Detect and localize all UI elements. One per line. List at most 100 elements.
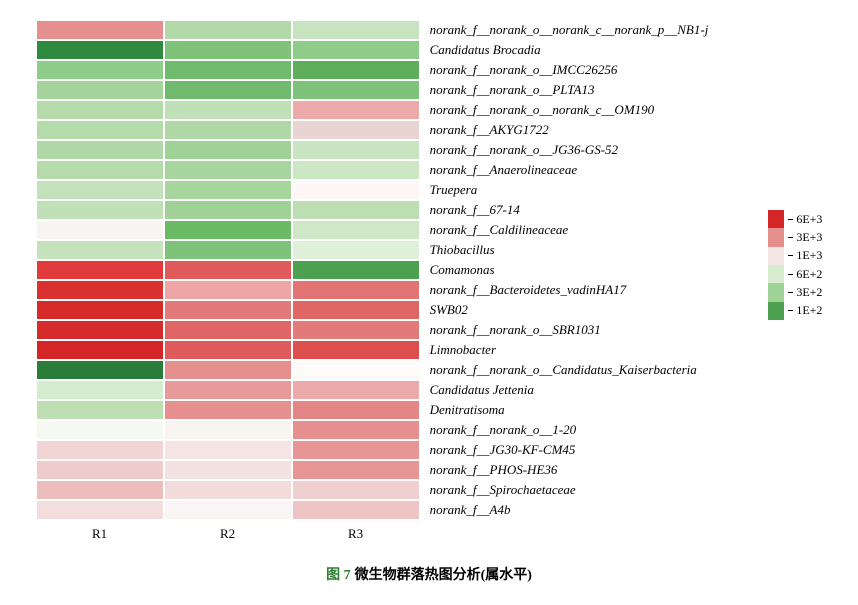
heatmap-cell [36,300,164,320]
x-axis: R1R2R3 [36,526,420,542]
heatmap-cell [36,440,164,460]
heatmap-row [36,500,420,520]
heatmap-cell [164,40,292,60]
heatmap-cell [36,180,164,200]
heatmap-row [36,300,420,320]
heatmap-cell [164,320,292,340]
heatmap-cell [292,500,420,520]
heatmap-cell [164,360,292,380]
heatmap-cell [36,260,164,280]
row-label: norank_f__A4b [430,500,709,520]
heatmap-cell [292,100,420,120]
row-label: norank_f__Caldilineaceae [430,220,709,240]
legend-color-stop [768,302,784,320]
heatmap-cell [292,180,420,200]
heatmap-row [36,60,420,80]
heatmap-row [36,80,420,100]
x-axis-label: R2 [164,526,292,542]
heatmap-row [36,20,420,40]
heatmap-row [36,40,420,60]
heatmap-cell [36,160,164,180]
heatmap-cell [292,160,420,180]
heatmap-row [36,260,420,280]
heatmap-cell [36,140,164,160]
heatmap-cell [292,80,420,100]
heatmap-cell [164,260,292,280]
heatmap-cell [164,380,292,400]
heatmap-row [36,480,420,500]
row-label: norank_f__norank_o__JG36-GS-52 [430,140,709,160]
row-label: Candidatus Brocadia [430,40,709,60]
figure-caption: 图 7 微生物群落热图分析(属水平) [326,564,532,584]
row-label: norank_f__norank_o__norank_c__OM190 [430,100,709,120]
row-label: norank_f__norank_o__IMCC26256 [430,60,709,80]
legend-tick-label: 1E+3 [788,247,822,265]
heatmap-cell [164,80,292,100]
heatmap-cell [292,280,420,300]
heatmap-cell [292,440,420,460]
heatmap-cell [36,280,164,300]
x-axis-label: R1 [36,526,164,542]
row-label: norank_f__67-14 [430,200,709,220]
heatmap-cell [36,380,164,400]
color-legend: 6E+33E+31E+36E+23E+21E+2 [768,210,822,320]
row-label: Limnobacter [430,340,709,360]
heatmap-cell [292,240,420,260]
heatmap-cell [164,340,292,360]
heatmap-cell [164,400,292,420]
legend-tick-label: 1E+2 [788,302,822,320]
legend-color-stop [768,247,784,265]
heatmap-cell [164,140,292,160]
row-label: norank_f__Bacteroidetes_vadinHA17 [430,280,709,300]
row-label: norank_f__norank_o__SBR1031 [430,320,709,340]
heatmap-row [36,220,420,240]
heatmap-row [36,320,420,340]
heatmap-cell [36,100,164,120]
heatmap-cell [292,380,420,400]
heatmap-cell [164,480,292,500]
legend-color-stop [768,265,784,283]
heatmap-cell [292,340,420,360]
row-label: norank_f__JG30-KF-CM45 [430,440,709,460]
legend-color-stop [768,283,784,301]
heatmap-cell [36,460,164,480]
heatmap-cell [164,120,292,140]
chart-area: R1R2R3 norank_f__norank_o__norank_c__nor… [10,20,848,542]
heatmap-cell [164,100,292,120]
heatmap-cell [164,420,292,440]
x-axis-label: R3 [292,526,420,542]
heatmap-row [36,440,420,460]
heatmap-cell [164,440,292,460]
heatmap-cell [292,200,420,220]
heatmap-cell [292,480,420,500]
heatmap-cell [164,300,292,320]
heatmap-row [36,380,420,400]
heatmap-cell [292,220,420,240]
heatmap-cell [36,320,164,340]
row-label: Denitratisoma [430,400,709,420]
legend-tick-label: 3E+3 [788,228,822,246]
heatmap-row [36,100,420,120]
heatmap-cell [292,40,420,60]
row-label: Thiobacillus [430,240,709,260]
heatmap-row [36,360,420,380]
figure-number: 图 7 [326,568,351,583]
heatmap-cell [36,120,164,140]
legend-color-stop [768,228,784,246]
heatmap-cell [36,20,164,40]
heatmap-cell [164,500,292,520]
heatmap-row [36,340,420,360]
row-label: SWB02 [430,300,709,320]
heatmap-cell [292,420,420,440]
heatmap-cell [292,400,420,420]
heatmap-row [36,140,420,160]
heatmap-cell [36,200,164,220]
heatmap-cell [292,20,420,40]
row-label: norank_f__PHOS-HE36 [430,460,709,480]
caption-text: 微生物群落热图分析(属水平) [355,568,532,583]
heatmap-row [36,200,420,220]
row-label: norank_f__AKYG1722 [430,120,709,140]
heatmap-row [36,120,420,140]
heatmap-block: R1R2R3 [36,20,420,542]
heatmap-cell [292,300,420,320]
